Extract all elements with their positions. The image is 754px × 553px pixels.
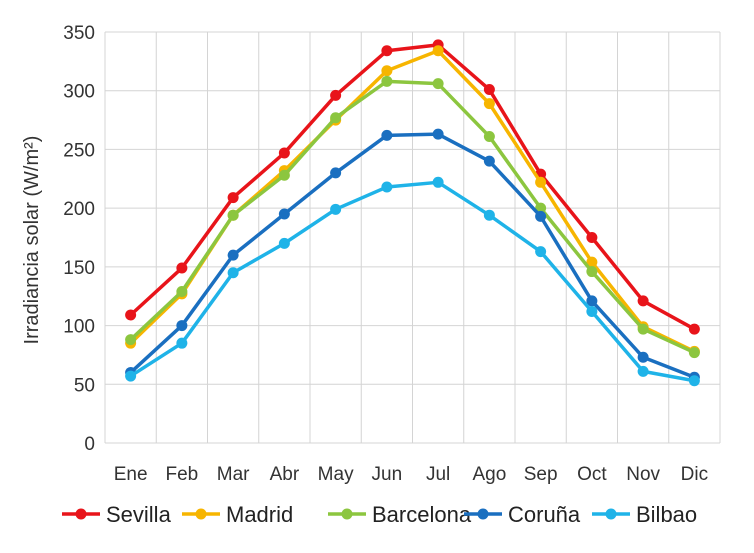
legend-item-madrid: Madrid [182,502,293,527]
data-point [432,128,444,140]
y-tick-label: 50 [74,375,95,396]
x-tick-label: Sep [524,464,558,485]
data-point [176,262,188,274]
x-tick-label: Jun [372,464,403,485]
x-axis-ticks: Ene Feb Mar Abr May Jun Jul Ago Sep Oct Nov Dic [114,464,708,485]
legend-item-sevilla: Sevilla [62,502,172,527]
data-point [483,155,495,167]
legend-marker [477,508,489,520]
legend-item-bilbao: Bilbao [592,502,697,527]
data-point [535,176,547,188]
y-tick-label: 250 [63,140,95,161]
data-point [637,323,649,335]
data-point [176,320,188,332]
series-line [129,180,695,383]
series-line [129,132,696,379]
y-tick-label: 200 [63,199,95,220]
legend-item-coruña: Coruña [464,502,581,527]
data-point [637,295,649,307]
data-point [483,98,495,110]
legend-label: Bilbao [636,502,697,527]
legend-item-barcelona: Barcelona [328,502,472,527]
data-point [227,192,239,204]
data-point [176,337,188,349]
y-axis-title: Irradiancia solar (W/m²) [21,136,43,345]
data-point [688,375,700,387]
y-tick-label: 350 [63,23,95,44]
data-point [586,305,598,317]
data-point [483,131,495,143]
series-line [129,43,696,331]
data-point [278,169,290,181]
legend-marker [75,508,87,520]
y-tick-label: 0 [84,434,95,455]
x-tick-label: Ene [114,464,148,485]
data-point [330,89,342,101]
legend-marker [195,508,207,520]
legend: Sevilla Madrid Barcelona Coruña Bilbao [62,502,697,527]
data-point [227,249,239,261]
data-point [381,181,393,193]
data-point [586,256,598,268]
data-point [637,365,649,377]
data-point [483,209,495,221]
x-tick-label: Dic [681,464,708,485]
x-tick-label: Feb [166,464,199,485]
x-tick-label: Abr [270,464,300,485]
data-point [278,147,290,159]
legend-label: Madrid [226,502,293,527]
data-point [125,370,137,382]
legend-label: Coruña [508,502,581,527]
y-tick-label: 100 [63,317,95,338]
data-point [535,210,547,222]
data-point [432,45,444,57]
grid [104,31,721,444]
legend-marker [341,508,353,520]
data-point [227,209,239,221]
x-tick-label: Mar [217,464,250,485]
data-point [381,75,393,87]
data-point [637,351,649,363]
data-point [586,295,598,307]
legend-label: Sevilla [106,502,172,527]
data-point [381,129,393,141]
x-tick-label: Jul [426,464,450,485]
series-group [125,39,700,387]
data-point [227,267,239,279]
data-point [278,237,290,249]
x-tick-label: Oct [577,464,607,485]
data-point [278,208,290,220]
y-tick-label: 300 [63,82,95,103]
data-point [330,167,342,179]
data-point [483,84,495,96]
data-point [330,203,342,215]
data-point [688,347,700,359]
legend-marker [605,508,617,520]
x-tick-label: Ago [472,464,506,485]
data-point [432,78,444,90]
data-point [125,334,137,346]
y-tick-label: 150 [63,258,95,279]
data-point [176,286,188,298]
y-axis-ticks: 0 50 100 150 200 250 300 350 [63,23,95,455]
legend-label: Barcelona [372,502,472,527]
series-line [129,79,696,355]
data-point [330,112,342,124]
data-point [688,323,700,335]
series-bilbao [125,176,700,387]
data-point [381,65,393,77]
data-point [432,176,444,188]
x-tick-label: May [318,464,354,485]
data-point [535,246,547,258]
data-point [586,266,598,278]
data-point [125,309,137,321]
series-sevilla [125,39,700,335]
data-point [586,232,598,243]
data-point [381,45,393,57]
x-tick-label: Nov [626,464,660,485]
series-barcelona [125,75,700,359]
